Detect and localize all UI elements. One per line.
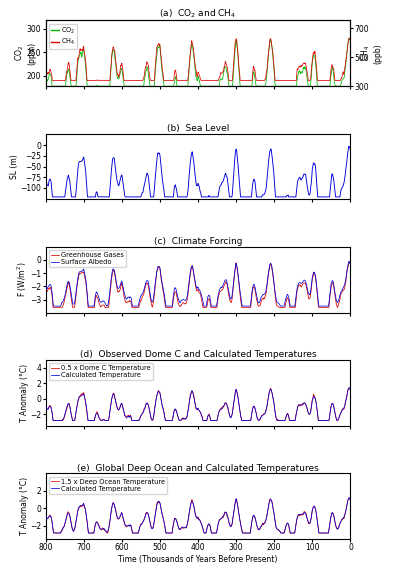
Calculated Temperature: [348, 387, 353, 394]
Calculated Temperature: [218, 406, 223, 413]
Surface Albedo: [295, 284, 300, 290]
Calculated Temperature: [49, 515, 54, 522]
Greenhouse Gases: [49, 288, 54, 295]
0.5 x Dome C Temperature: [335, 417, 340, 424]
0.5 x Dome C Temperature: [313, 396, 318, 403]
0.5 x Dome C Temperature: [348, 388, 353, 394]
Calculated Temperature: [326, 529, 331, 536]
1.5 x Deep Ocean Temperature: [346, 495, 351, 502]
1.5 x Deep Ocean Temperature: [348, 497, 353, 504]
Calculated Temperature: [231, 403, 236, 410]
Calculated Temperature: [327, 417, 331, 424]
0.5 x Dome C Temperature: [218, 406, 223, 413]
Surface Albedo: [346, 258, 351, 265]
1.5 x Deep Ocean Temperature: [49, 514, 54, 521]
Line: Calculated Temperature: Calculated Temperature: [46, 388, 350, 421]
Calculated Temperature: [295, 405, 300, 412]
Calculated Temperature: [218, 516, 223, 523]
Surface Albedo: [348, 261, 353, 268]
Greenhouse Gases: [313, 274, 318, 281]
Calculated Temperature: [295, 514, 300, 521]
Calculated Temperature: [347, 385, 352, 392]
Surface Albedo: [49, 284, 54, 290]
Line: 0.5 x Dome C Temperature: 0.5 x Dome C Temperature: [46, 388, 350, 421]
Y-axis label: CO$_2$
(ppm): CO$_2$ (ppm): [14, 42, 37, 65]
1.5 x Deep Ocean Temperature: [43, 510, 48, 517]
Y-axis label: SL (m): SL (m): [10, 154, 19, 179]
Title: (a)  CO$_2$ and CH$_4$: (a) CO$_2$ and CH$_4$: [159, 8, 237, 20]
Line: Greenhouse Gases: Greenhouse Gases: [46, 262, 350, 307]
Calculated Temperature: [49, 405, 54, 412]
0.5 x Dome C Temperature: [295, 405, 300, 412]
Calculated Temperature: [313, 505, 318, 512]
Greenhouse Gases: [347, 259, 352, 266]
Surface Albedo: [231, 281, 236, 288]
1.5 x Deep Ocean Temperature: [295, 514, 300, 521]
Legend: Greenhouse Gases, Surface Albedo: Greenhouse Gases, Surface Albedo: [49, 250, 126, 267]
Greenhouse Gases: [82, 270, 87, 277]
Y-axis label: F (W/m$^2$): F (W/m$^2$): [15, 262, 29, 297]
Surface Albedo: [313, 272, 318, 279]
Calculated Temperature: [82, 392, 87, 399]
Surface Albedo: [43, 279, 48, 286]
Legend: CO$_2$, CH$_4$: CO$_2$, CH$_4$: [49, 24, 77, 49]
Greenhouse Gases: [348, 261, 353, 268]
0.5 x Dome C Temperature: [43, 401, 48, 408]
Greenhouse Gases: [231, 283, 236, 290]
Line: Calculated Temperature: Calculated Temperature: [46, 498, 350, 533]
Legend: 1.5 x Deep Ocean Temperature, Calculated Temperature: 1.5 x Deep Ocean Temperature, Calculated…: [49, 476, 167, 494]
0.5 x Dome C Temperature: [49, 406, 54, 413]
Title: (c)  Climate Forcing: (c) Climate Forcing: [154, 237, 242, 246]
Calculated Temperature: [82, 501, 87, 508]
Greenhouse Gases: [335, 304, 340, 311]
0.5 x Dome C Temperature: [82, 392, 87, 399]
Title: (d)  Observed Dome C and Calculated Temperatures: (d) Observed Dome C and Calculated Tempe…: [80, 350, 316, 359]
Calculated Temperature: [43, 402, 48, 409]
0.5 x Dome C Temperature: [231, 402, 236, 409]
Y-axis label: T Anomaly (°C): T Anomaly (°C): [20, 477, 29, 535]
1.5 x Deep Ocean Temperature: [313, 507, 318, 514]
Calculated Temperature: [347, 494, 352, 501]
Line: Surface Albedo: Surface Albedo: [46, 261, 350, 306]
Surface Albedo: [82, 268, 87, 275]
1.5 x Deep Ocean Temperature: [82, 503, 87, 510]
Greenhouse Gases: [218, 288, 223, 295]
Calculated Temperature: [43, 512, 48, 519]
1.5 x Deep Ocean Temperature: [231, 512, 236, 519]
1.5 x Deep Ocean Temperature: [326, 529, 331, 536]
X-axis label: Time (Thousands of Years Before Present): Time (Thousands of Years Before Present): [118, 555, 278, 564]
Line: 1.5 x Deep Ocean Temperature: 1.5 x Deep Ocean Temperature: [46, 498, 350, 533]
Greenhouse Gases: [43, 282, 48, 289]
Calculated Temperature: [313, 396, 318, 403]
Calculated Temperature: [231, 512, 236, 519]
Surface Albedo: [218, 285, 223, 292]
Surface Albedo: [326, 303, 331, 310]
Title: (e)  Global Deep Ocean and Calculated Temperatures: (e) Global Deep Ocean and Calculated Tem…: [77, 464, 319, 472]
Y-axis label: T Anomaly (°C): T Anomaly (°C): [20, 364, 29, 422]
Calculated Temperature: [348, 497, 353, 504]
Y-axis label: CH$_4$
(ppb): CH$_4$ (ppb): [359, 43, 382, 63]
0.5 x Dome C Temperature: [347, 384, 352, 391]
Title: (b)  Sea Level: (b) Sea Level: [167, 124, 229, 133]
Greenhouse Gases: [295, 286, 300, 293]
1.5 x Deep Ocean Temperature: [218, 515, 223, 522]
Legend: 0.5 x Dome C Temperature, Calculated Temperature: 0.5 x Dome C Temperature, Calculated Tem…: [49, 363, 152, 381]
